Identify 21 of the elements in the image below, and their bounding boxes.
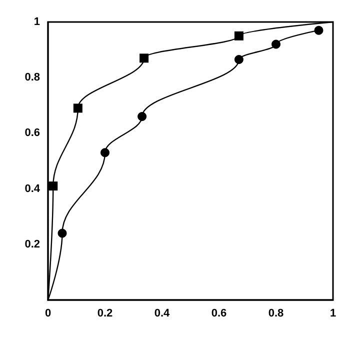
point (272, 40, 280, 49)
x-tick-label: 0.4 (154, 308, 171, 320)
x-tick-label: 0 (44, 308, 52, 320)
y-tick-label: 1 (34, 16, 40, 28)
point (138, 112, 147, 122)
point (73, 104, 82, 113)
y-tick-label: 0.8 (24, 72, 40, 84)
x-tick-label: 0.6 (211, 308, 227, 320)
y-tick-label: 0.6 (24, 127, 40, 140)
y-tick-label: 0.4 (24, 182, 41, 195)
point (48, 182, 58, 191)
x-tick-label: 0.8 (268, 308, 284, 320)
point (100, 148, 110, 158)
point (140, 54, 149, 63)
point (314, 26, 324, 35)
point (234, 31, 244, 40)
x-tick-label: 1 (330, 308, 336, 320)
point (234, 55, 244, 64)
point (58, 228, 67, 238)
y-tick-label: 0.2 (24, 238, 40, 250)
x-tick-label: 0.2 (97, 308, 113, 320)
